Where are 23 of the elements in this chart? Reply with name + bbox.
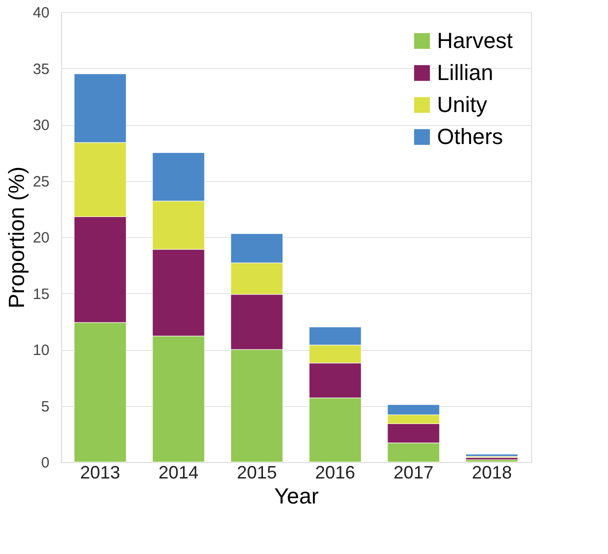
y-tick-label: 10	[32, 342, 50, 359]
y-tick-label: 35	[32, 60, 50, 78]
y-tick-label: 0	[41, 454, 50, 472]
x-tick-label: 2018	[472, 462, 512, 482]
legend-label: Harvest	[437, 28, 513, 53]
x-tick-label: 2016	[315, 462, 356, 482]
y-axis-title: Proportion (%)	[4, 166, 29, 308]
legend-label: Lillian	[437, 60, 494, 85]
x-tick-label: 2013	[80, 462, 120, 482]
x-tick-label: 2015	[236, 462, 277, 482]
y-tick-label: 25	[32, 173, 50, 190]
y-tick-label: 15	[32, 286, 50, 303]
x-tick-label: 2014	[158, 462, 199, 482]
y-tick-label: 5	[41, 398, 50, 416]
bar	[466, 454, 518, 457]
y-tick-label: 20	[32, 230, 50, 246]
y-tick-label: 40	[32, 4, 50, 22]
x-tick-label: 2017	[393, 462, 434, 482]
x-axis-title: Year	[274, 484, 319, 508]
bar	[466, 460, 518, 462]
y-tick-label: 30	[32, 117, 50, 134]
legend-label: Unity	[437, 92, 488, 117]
legend-label: Others	[437, 124, 504, 149]
